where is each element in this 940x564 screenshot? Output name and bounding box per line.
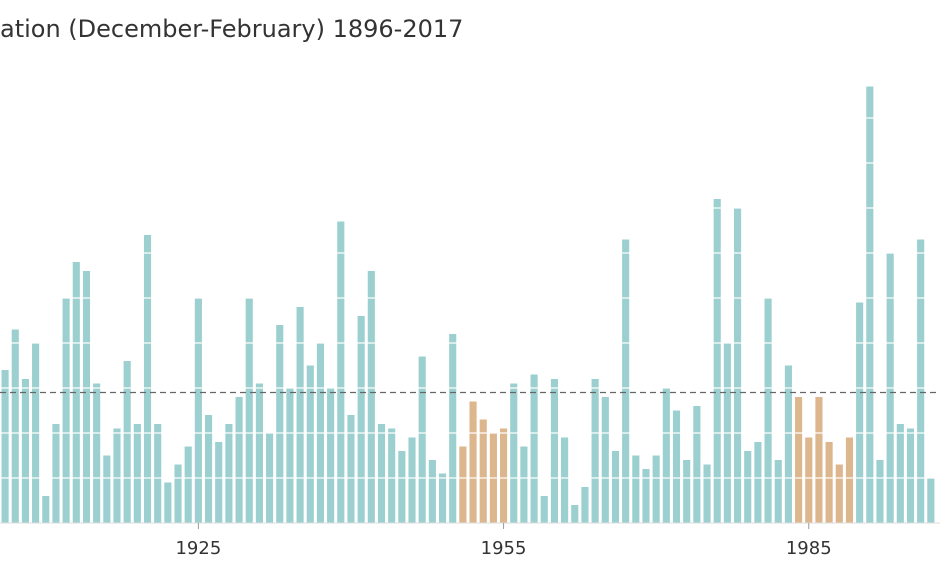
bar (540, 496, 548, 523)
bar (550, 379, 558, 523)
bar (306, 365, 314, 523)
bar (825, 442, 833, 523)
bar (784, 365, 792, 523)
bar (693, 406, 701, 523)
bar (906, 428, 915, 523)
bar (276, 325, 284, 523)
bar (184, 446, 192, 523)
bar (733, 208, 742, 523)
bar (21, 379, 29, 523)
bar (632, 455, 640, 523)
bar (561, 437, 569, 523)
x-tick-label: 1925 (175, 538, 221, 559)
bar (347, 415, 355, 523)
bar (113, 428, 121, 523)
x-tick-label: 1955 (481, 538, 527, 559)
bar (510, 383, 518, 523)
bar (459, 446, 467, 523)
bar (174, 464, 182, 523)
bar (418, 356, 426, 523)
bar (835, 464, 843, 523)
bar (845, 437, 854, 523)
bar (204, 415, 213, 523)
bar (215, 442, 223, 523)
bar (235, 397, 243, 523)
bar (611, 451, 620, 523)
chart-title: ation (December-February) 1896-2017 (0, 15, 463, 43)
bar (438, 473, 447, 523)
bar (815, 397, 823, 523)
bar (754, 442, 762, 523)
bar (388, 428, 396, 523)
bar (357, 316, 365, 523)
bar (876, 460, 884, 523)
bar (72, 262, 80, 523)
bar (377, 424, 386, 523)
bar (581, 487, 589, 523)
bar (500, 428, 508, 523)
bar (744, 451, 752, 523)
bar (866, 86, 874, 523)
bar (93, 383, 101, 523)
bar (683, 460, 691, 523)
bar (327, 388, 335, 523)
bar (530, 374, 538, 523)
bar (622, 239, 630, 523)
bar (11, 329, 19, 523)
bar (143, 235, 152, 523)
bar (103, 455, 111, 523)
bar (428, 460, 436, 523)
bar (1, 370, 9, 523)
bar (337, 221, 345, 523)
x-tick-label: 1985 (786, 538, 832, 559)
bar (449, 334, 457, 523)
bar (520, 446, 528, 523)
bar (774, 460, 782, 523)
bar (82, 271, 91, 523)
bar (703, 464, 711, 523)
bar (713, 199, 721, 523)
bar (154, 424, 162, 523)
bar (591, 379, 599, 523)
bar (642, 469, 650, 523)
bar (62, 298, 70, 523)
bar (52, 424, 60, 523)
bar (255, 383, 263, 523)
bar (652, 455, 660, 523)
bar (764, 298, 772, 523)
bar (225, 424, 233, 523)
bar (408, 437, 416, 523)
bar (805, 437, 813, 523)
bar (672, 410, 681, 523)
bar (896, 424, 904, 523)
bar (245, 298, 253, 523)
bar (367, 271, 375, 523)
bar (662, 388, 670, 523)
bar (479, 419, 487, 523)
bar (398, 451, 406, 523)
bar (469, 401, 477, 523)
bar (42, 496, 50, 523)
bar (133, 424, 141, 523)
bar (123, 361, 131, 523)
bar (164, 482, 172, 523)
bar (917, 239, 925, 523)
bar (601, 397, 609, 523)
bar (571, 505, 579, 523)
bar (795, 397, 803, 523)
bar (856, 302, 864, 523)
bar (927, 478, 935, 523)
bar (296, 307, 304, 523)
bar (194, 298, 202, 523)
bar (286, 388, 294, 523)
